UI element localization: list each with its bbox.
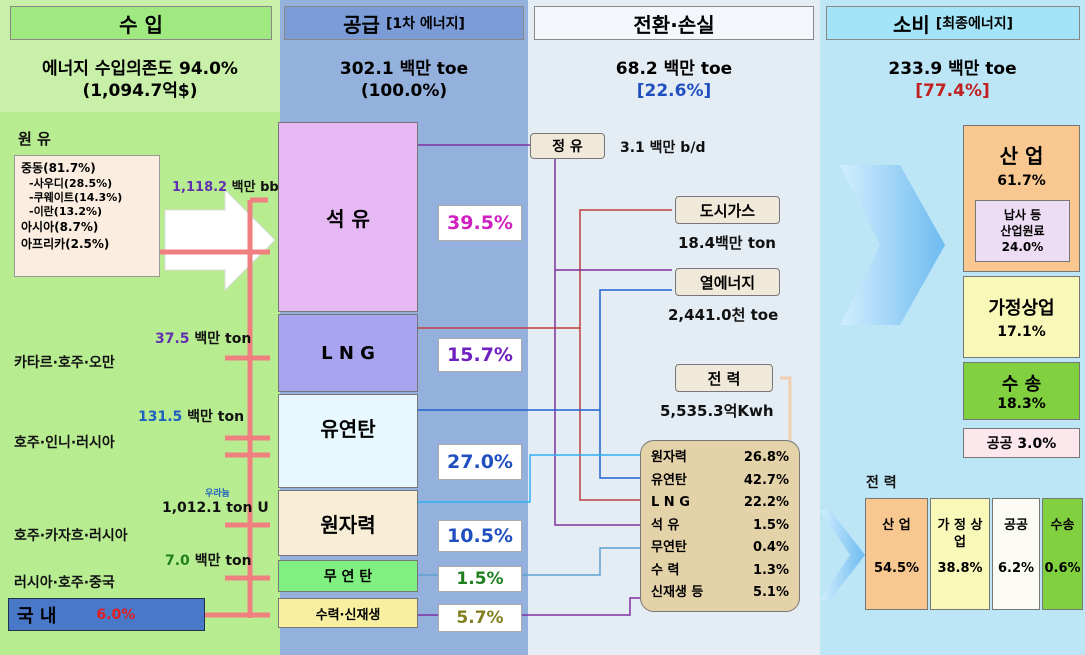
consumption-header: 소비 [최종에너지] [826, 6, 1080, 40]
mix-share: 26.8% [743, 450, 789, 465]
mix-share: 1.5% [752, 517, 789, 533]
mix-source: 석 유 [651, 517, 680, 533]
source-amount: 131.5 백만 ton [138, 409, 245, 425]
mix-row: 수 력 1.3% [651, 560, 789, 583]
power-use-share: 6.2% [997, 561, 1035, 576]
power-use-name: 공공 [1004, 518, 1028, 533]
mix-source: 수 력 [651, 562, 680, 578]
crude-title: 원 유 [18, 130, 51, 148]
consumption-household: 가정상업 17.1% [963, 276, 1080, 358]
supply-share: 39.5% [438, 205, 522, 241]
supply-coal: 유연탄 [278, 394, 418, 488]
power-amount: 5,535.3억Kwh [660, 402, 774, 420]
mix-source: 원자력 [651, 450, 687, 465]
supply-header: 공급 [1차 에너지] [284, 6, 524, 40]
supply-lng: L N G [278, 314, 418, 392]
consumption-transport: 수 송 18.3% [963, 362, 1080, 420]
source-amount: 37.5 백만 ton [155, 331, 252, 347]
import-header: 수 입 [10, 6, 272, 40]
supply-share: 1.5% [438, 566, 522, 592]
power-use-box: 공공 6.2% [992, 498, 1040, 610]
mix-share: 22.2% [743, 495, 789, 510]
power-use-name: 가 정 상 업 [937, 518, 983, 550]
conversion-header: 전환·손실 [534, 6, 814, 40]
power-consumption-title: 전 력 [866, 475, 897, 491]
industry-feedstock: 납사 등 산업원료 24.0% [975, 200, 1070, 262]
heat-box: 열에너지 [675, 268, 780, 296]
power-use-box: 수송 0.6% [1042, 498, 1083, 610]
mix-source: 무연탄 [651, 540, 687, 555]
source-origin: 호주·인니·러시아 [14, 435, 115, 451]
power-use-box: 가 정 상 업 38.8% [930, 498, 990, 610]
heat-amount: 2,441.0천 toe [668, 306, 779, 324]
power-mix: 원자력 26.8% 유연탄 42.7% L N G 22.2% 석 유 1.5% 무연탄 0.4%… [640, 440, 800, 612]
crude-box: 중동(81.7%) -사우디(28.5%) -쿠웨이트(14.3%) -이란(1… [14, 155, 160, 277]
supply-share: 15.7% [438, 338, 522, 372]
supply-share: 27.0% [438, 444, 522, 480]
power-use-share: 0.6% [1044, 561, 1081, 576]
consumption-summary: 233.9 백만 toe [77.4%] [888, 59, 1017, 101]
mix-row: 무연탄 0.4% [651, 537, 789, 560]
mix-row: L N G 22.2% [651, 492, 789, 515]
import-summary: 에너지 수입의존도 94.0% (1,094.7억$) [42, 59, 238, 101]
source-origin: 러시아·호주·중국 [14, 575, 115, 591]
supply-summary: 302.1 백만 toe (100.0%) [339, 59, 469, 101]
mix-share: 42.7% [743, 472, 789, 488]
supply-nuclear: 원자력 [278, 490, 418, 556]
power-use-share: 38.8% [937, 561, 983, 576]
power-use-name: 산 업 [882, 518, 911, 533]
mix-source: 유연탄 [651, 472, 687, 488]
power-use-box: 산 업 54.5% [865, 498, 928, 610]
mix-share: 1.3% [752, 562, 789, 578]
mix-share: 0.4% [752, 540, 789, 555]
supply-oil: 석 유 [278, 122, 418, 312]
mix-row: 신재생 등 5.1% [651, 582, 789, 605]
mix-row: 석 유 1.5% [651, 515, 789, 538]
supply-share: 5.7% [438, 604, 522, 632]
refinery-amount: 3.1 백만 b/d [620, 140, 706, 156]
source-note: 우라늄 [205, 489, 230, 499]
consumption-public: 공공 3.0% [963, 428, 1080, 458]
supply-renewable: 수력·신재생 [278, 598, 418, 628]
supply-anthracite: 무 연 탄 [278, 560, 418, 592]
mix-row: 유연탄 42.7% [651, 470, 789, 493]
crude-amount: 1,118.2 백만 bbl [172, 180, 284, 195]
source-amount: 1,012.1 ton U [162, 500, 269, 516]
city-gas-box: 도시가스 [675, 196, 780, 224]
domestic-box: 국 내 6.0% [8, 598, 205, 631]
source-origin: 카타르·호주·오만 [14, 355, 115, 371]
city-gas-amount: 18.4백만 ton [678, 234, 776, 252]
power-use-name: 수송 [1050, 518, 1075, 533]
refinery-box: 정 유 [530, 133, 605, 159]
conversion-summary: 68.2 백만 toe [22.6%] [615, 59, 733, 101]
mix-source: L N G [651, 495, 690, 510]
power-box: 전 력 [675, 364, 773, 392]
power-use-share: 54.5% [873, 561, 920, 576]
mix-source: 신재생 등 [651, 585, 704, 600]
source-origin: 호주·카자흐·러시아 [14, 528, 128, 544]
source-amount: 7.0 백만 ton [165, 553, 252, 569]
supply-share: 10.5% [438, 520, 522, 552]
mix-row: 원자력 26.8% [651, 447, 789, 470]
mix-share: 5.1% [752, 585, 789, 600]
